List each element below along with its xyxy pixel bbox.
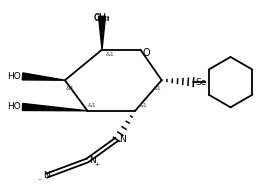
Text: &1: &1 [65, 86, 74, 91]
Text: &1: &1 [106, 52, 114, 57]
Text: &1: &1 [88, 103, 97, 108]
Text: N: N [43, 171, 50, 180]
Text: HO: HO [7, 102, 20, 112]
Text: &1: &1 [139, 103, 148, 108]
Text: N: N [120, 135, 126, 144]
Text: +: + [94, 162, 100, 167]
Polygon shape [22, 73, 65, 80]
Text: HO: HO [7, 72, 20, 81]
Polygon shape [99, 16, 105, 50]
Text: CH₃: CH₃ [94, 13, 110, 22]
Text: &1: &1 [152, 86, 161, 91]
Text: Se: Se [196, 78, 207, 87]
Text: N: N [90, 156, 96, 165]
Text: CH₃: CH₃ [94, 14, 110, 23]
Text: O: O [143, 48, 150, 58]
Text: ⁻: ⁻ [37, 176, 41, 185]
Polygon shape [22, 104, 87, 111]
